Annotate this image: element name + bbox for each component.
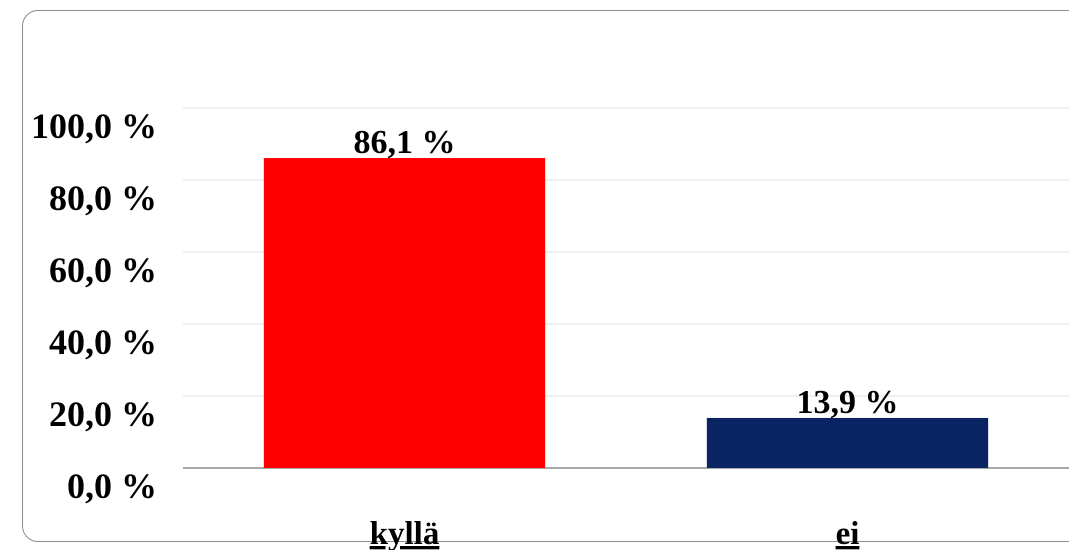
y-tick-label: 60,0 % [49,250,157,290]
data-label: 86,1 % [354,124,456,161]
bar-2 [706,417,989,468]
bar-1 [263,158,546,469]
y-tick-label: 40,0 % [49,322,157,362]
y-tick-label: 0,0 % [67,466,157,506]
data-label: 13,9 % [797,384,899,421]
y-tick-label: 80,0 % [49,178,157,218]
category-label: kyllä [370,516,440,550]
y-axis-ticks: 0,0 % 20,0 % 40,0 % 60,0 % 80,0 % 100,0 % [31,106,157,506]
bars [263,158,989,469]
y-tick-label: 20,0 % [49,394,157,434]
y-tick-label: 100,0 % [31,106,157,146]
data-labels: 86,1 % 13,9 % [354,124,899,421]
category-label: ei [836,516,860,550]
x-axis-categories: kyllä ei [370,516,860,550]
